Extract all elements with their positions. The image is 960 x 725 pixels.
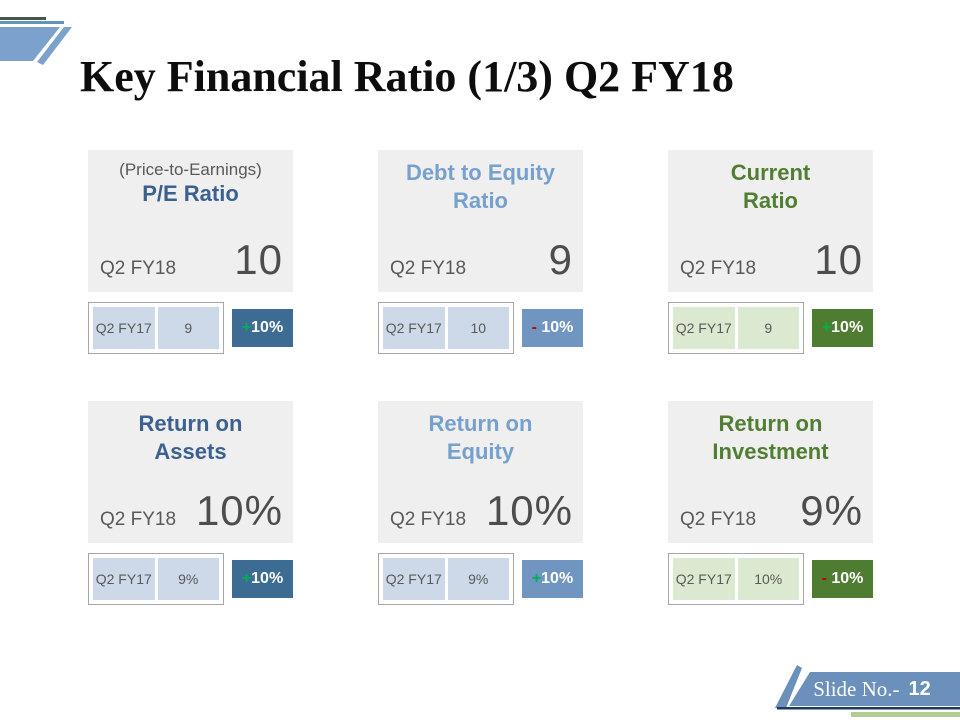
change-badge: +10% <box>812 309 873 347</box>
change-sign: + <box>531 570 542 587</box>
ratio-panel: (Price-to-Earnings) P/E Ratio Q2 FY18 10 <box>88 150 293 292</box>
change-sign: - <box>821 570 827 587</box>
previous-period-box: Q2 FY17 9% <box>378 553 514 605</box>
card-title-line: Ratio <box>453 188 508 214</box>
card-title-line: Return on <box>428 411 533 436</box>
previous-period-box: Q2 FY17 9 <box>88 302 224 354</box>
card-title: Return on Assets <box>88 410 293 466</box>
previous-period-label: Q2 FY17 <box>93 558 155 600</box>
current-value: 9% <box>800 487 863 534</box>
change-sign: + <box>821 319 832 336</box>
previous-period-label: Q2 FY17 <box>673 307 735 349</box>
change-badge: - 10% <box>522 309 583 347</box>
change-value: 10% <box>251 570 284 587</box>
card-title-line: Current <box>730 160 811 185</box>
card-pe-ratio: (Price-to-Earnings) P/E Ratio Q2 FY18 10… <box>88 150 293 354</box>
change-badge: - 10% <box>812 560 873 598</box>
card-return-on-investment: Return on Investment Q2 FY18 9% Q2 FY17 … <box>668 401 873 605</box>
page-title: Key Financial Ratio (1/3) Q2 FY18 <box>80 52 734 102</box>
previous-period-box: Q2 FY17 10 <box>378 302 514 354</box>
change-value: 10% <box>831 319 864 336</box>
card-title: Return on Investment <box>668 410 873 466</box>
current-period-label: Q2 FY18 <box>100 258 177 279</box>
card-title-line: Return on <box>718 411 823 436</box>
ratio-panel: Return on Assets Q2 FY18 10% <box>88 401 293 543</box>
card-title-line: Ratio <box>743 188 798 214</box>
card-title: Debt to Equity Ratio <box>378 159 583 215</box>
ratio-panel: Return on Investment Q2 FY18 9% <box>668 401 873 543</box>
change-value: 10% <box>536 319 574 336</box>
change-sign: + <box>241 319 252 336</box>
previous-value: 9 <box>157 307 219 349</box>
change-value: 10% <box>541 570 574 587</box>
current-period-label: Q2 FY18 <box>390 258 467 279</box>
previous-value: 9 <box>737 307 799 349</box>
previous-period-label: Q2 FY17 <box>383 307 445 349</box>
current-value: 10 <box>234 236 283 283</box>
change-sign: - <box>531 319 537 336</box>
previous-value: 9% <box>447 558 509 600</box>
previous-period-box: Q2 FY17 9 <box>668 302 804 354</box>
change-value: 10% <box>826 570 864 587</box>
previous-period-label: Q2 FY17 <box>93 307 155 349</box>
previous-period-box: Q2 FY17 10% <box>668 553 804 605</box>
previous-value: 10% <box>737 558 799 600</box>
corner-decoration-icon <box>0 10 90 72</box>
current-value: 10% <box>195 487 283 534</box>
change-sign: + <box>241 570 252 587</box>
card-title: Return on Equity <box>378 410 583 466</box>
current-period-label: Q2 FY18 <box>100 509 177 530</box>
current-value: 10% <box>485 487 573 534</box>
card-title-line: Assets <box>154 439 227 465</box>
ratio-panel: Current Ratio Q2 FY18 10 <box>668 150 873 292</box>
card-title-line: Debt to Equity <box>405 160 556 185</box>
previous-value: 9% <box>157 558 219 600</box>
card-title: Current Ratio <box>668 159 873 215</box>
card-return-on-equity: Return on Equity Q2 FY18 10% Q2 FY17 9% … <box>378 401 583 605</box>
card-title-line: P/E Ratio <box>142 181 239 207</box>
card-current-ratio: Current Ratio Q2 FY18 10 Q2 FY17 9 +10% <box>668 150 873 354</box>
previous-value: 10 <box>447 307 509 349</box>
card-title-line: Return on <box>138 411 243 436</box>
ratio-panel: Return on Equity Q2 FY18 10% <box>378 401 583 543</box>
ratio-panel: Debt to Equity Ratio Q2 FY18 9 <box>378 150 583 292</box>
current-period-label: Q2 FY18 <box>390 509 467 530</box>
slide-number-banner <box>750 660 960 720</box>
card-debt-to-equity: Debt to Equity Ratio Q2 FY18 9 Q2 FY17 1… <box>378 150 583 354</box>
previous-period-label: Q2 FY17 <box>673 558 735 600</box>
change-badge: +10% <box>232 560 293 598</box>
current-value: 10 <box>814 236 863 283</box>
card-title-line: Investment <box>712 439 829 465</box>
previous-period-box: Q2 FY17 9% <box>88 553 224 605</box>
card-title: P/E Ratio <box>88 180 293 208</box>
slide-number-label: Slide No.- <box>813 676 900 701</box>
card-subtitle: (Price-to-Earnings) <box>119 160 262 179</box>
current-period-label: Q2 FY18 <box>680 509 757 530</box>
current-value: 9 <box>548 236 573 283</box>
current-period-label: Q2 FY18 <box>680 258 757 279</box>
card-title-line: Equity <box>446 439 515 465</box>
slide-number-value: 12 <box>908 677 931 700</box>
change-value: 10% <box>251 319 284 336</box>
previous-period-label: Q2 FY17 <box>383 558 445 600</box>
change-badge: +10% <box>522 560 583 598</box>
change-badge: +10% <box>232 309 293 347</box>
card-return-on-assets: Return on Assets Q2 FY18 10% Q2 FY17 9% … <box>88 401 293 605</box>
slide-number: Slide No.- 12 <box>792 675 952 703</box>
